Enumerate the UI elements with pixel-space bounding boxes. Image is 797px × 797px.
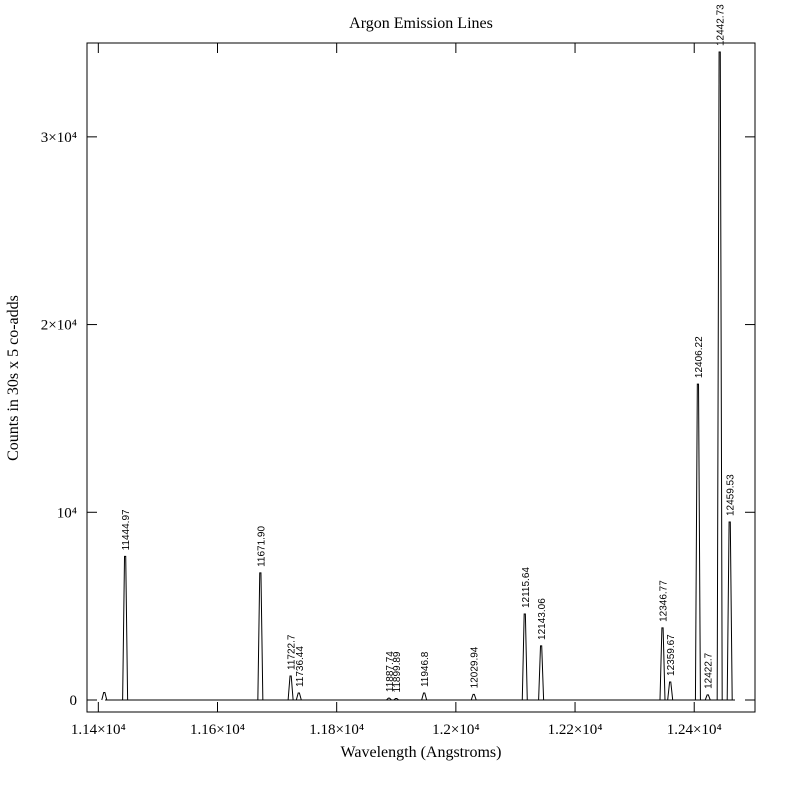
emission-peak [726, 521, 733, 700]
x-tick-label: 1.24×10⁴ [667, 722, 722, 738]
y-tick-label: 10⁴ [57, 505, 77, 521]
emission-peak [295, 692, 302, 701]
peak-label: 11722.7 [287, 634, 298, 670]
x-tick-label: 1.14×10⁴ [71, 722, 126, 738]
peak-label: 11887.74 [385, 651, 396, 692]
emission-peak [386, 697, 392, 701]
emission-peak [257, 572, 264, 700]
emission-peak [101, 691, 108, 701]
emission-peak [421, 692, 428, 701]
plot-frame [86, 42, 756, 713]
x-tick-label: 1.22×10⁴ [548, 722, 603, 738]
peak-label: 12406.22 [694, 336, 705, 378]
emission-peak [521, 613, 528, 700]
peak-label: 11946.8 [420, 651, 431, 687]
peak-label: 12459.53 [726, 474, 737, 516]
x-tick-label: 1.18×10⁴ [309, 722, 364, 738]
peak-label: 11899.89 [392, 651, 403, 692]
y-axis-label: Counts in 30s x 5 co-adds [5, 295, 22, 461]
peak-label: 12422.7 [704, 652, 715, 689]
y-tick-label: 0 [70, 693, 78, 709]
x-tick-label: 1.16×10⁴ [190, 722, 245, 738]
peak-label: 11671.90 [256, 526, 267, 567]
peak-label: 12442.73 [716, 4, 727, 46]
peak-label: 12029.94 [470, 646, 481, 688]
emission-peak [694, 383, 701, 700]
chart-title: Argon Emission Lines [349, 15, 493, 32]
y-tick-label: 3×10⁴ [41, 130, 77, 146]
emission-peak [704, 694, 711, 701]
peak-label: 11736.44 [295, 646, 306, 687]
emission-peak [667, 681, 674, 701]
peak-label: 12115.64 [521, 567, 532, 608]
emission-peak [659, 627, 666, 701]
emission-peak [538, 645, 545, 701]
emission-peak [470, 693, 477, 701]
peak-label: 12359.67 [666, 634, 677, 676]
emission-peak [287, 675, 294, 701]
x-tick-label: 1.2×10⁴ [432, 722, 479, 738]
emission-peak [393, 697, 400, 701]
emission-peak [716, 51, 723, 700]
peak-label: 12346.77 [658, 580, 669, 622]
y-tick-label: 2×10⁴ [41, 318, 77, 334]
peak-label: 11444.97 [121, 509, 132, 550]
peak-label: 12143.06 [537, 598, 548, 640]
x-axis-label: Wavelength (Angstroms) [341, 744, 502, 761]
emission-peak [122, 555, 129, 700]
